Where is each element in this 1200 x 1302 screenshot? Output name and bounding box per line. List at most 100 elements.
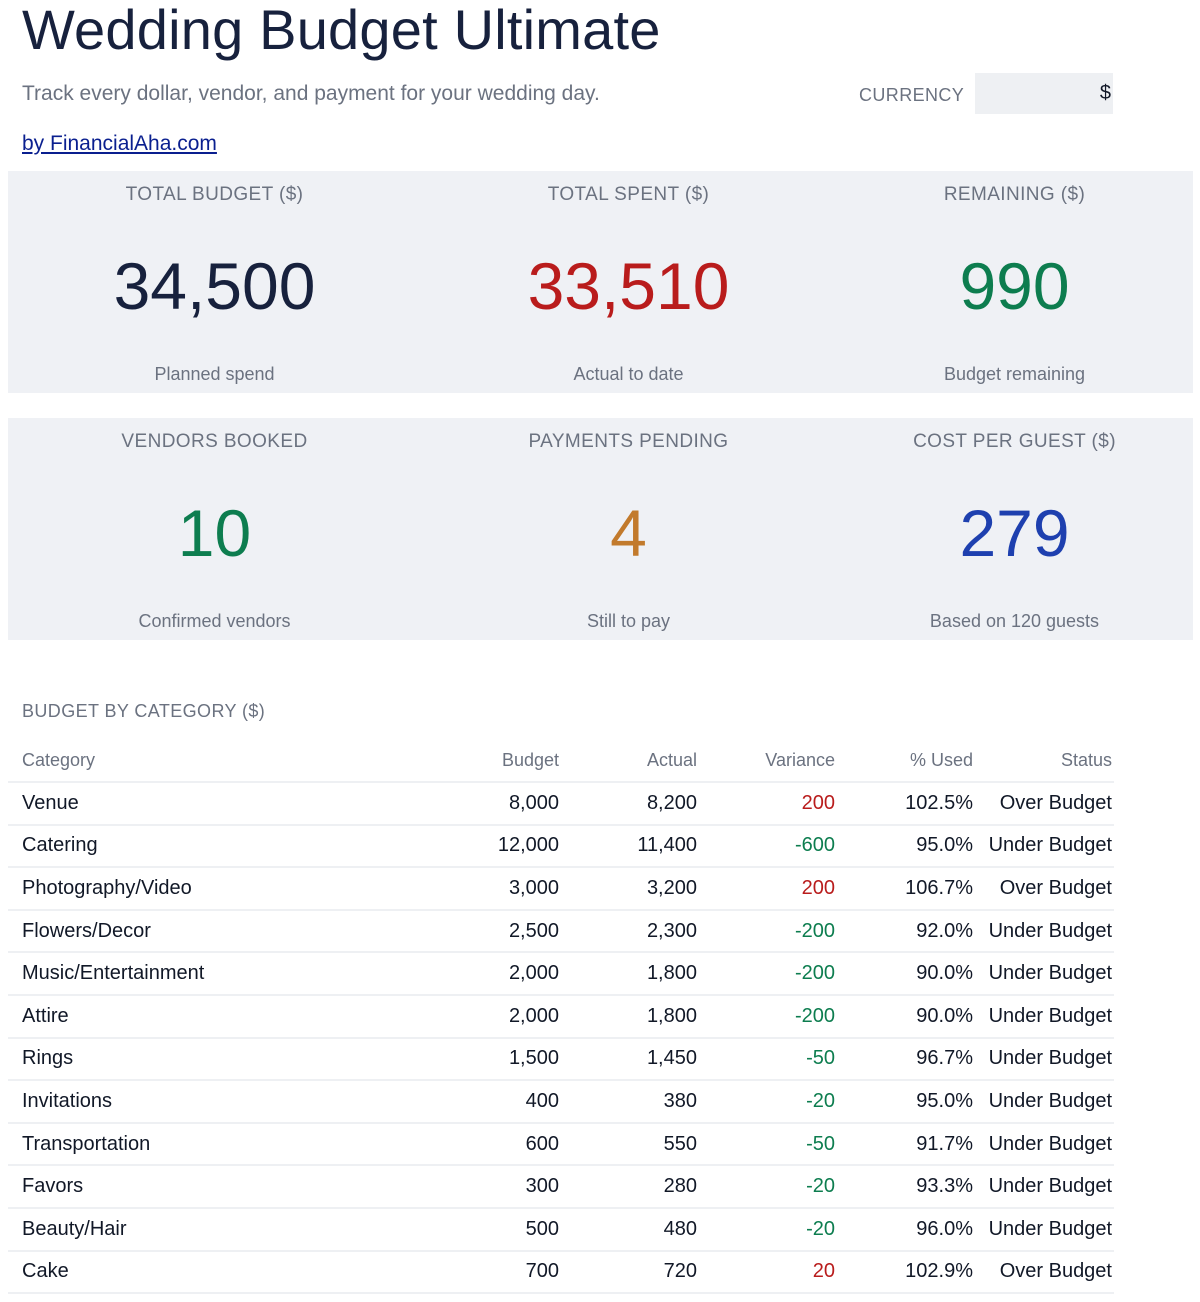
budget-table: Category Budget Actual Variance % Used S…	[8, 739, 1114, 1295]
column-header-category: Category	[8, 739, 428, 783]
pct-used-cell: 95.0%	[835, 1080, 973, 1124]
kpi-band-summary: TOTAL BUDGET ($) 34,500 Planned spend TO…	[8, 171, 1193, 393]
pct-used-cell: 92.0%	[835, 909, 973, 954]
kpi-payments-pending: PAYMENTS PENDING 4 Still to pay	[421, 418, 836, 640]
actual-cell: 2,300	[559, 909, 697, 954]
column-header-actual: Actual	[559, 739, 697, 783]
section-title-budget-by-category: BUDGET BY CATEGORY ($)	[22, 701, 266, 721]
actual-cell: 280	[559, 1165, 697, 1209]
category-cell: Venue	[8, 782, 428, 826]
pct-used-cell: 93.3%	[835, 1165, 973, 1209]
kpi-label: REMAINING ($)	[943, 184, 1086, 205]
table-row: Attire 2,000 1,800 -200 90.0% Under Budget	[8, 994, 1114, 1039]
variance-cell: 200	[697, 782, 835, 826]
actual-cell: 1,800	[559, 994, 697, 1039]
table-body: Venue 8,000 8,200 200 102.5% Over Budget Cater…	[8, 782, 1114, 1295]
category-cell: Flowers/Decor	[8, 909, 428, 954]
variance-cell: 200	[697, 867, 835, 911]
status-cell: Over Budget	[973, 867, 1114, 911]
category-cell: Favors	[8, 1165, 428, 1209]
currency-input[interactable]	[975, 73, 1113, 114]
kpi-label: PAYMENTS PENDING	[528, 431, 729, 452]
pct-used-cell: 91.7%	[835, 1122, 973, 1167]
credit-link[interactable]: by FinancialAha.com	[22, 132, 217, 155]
category-cell: Transportation	[8, 1122, 428, 1167]
kpi-total-budget: TOTAL BUDGET ($) 34,500 Planned spend	[8, 171, 421, 393]
kpi-cost-per-guest: COST PER GUEST ($) 279 Based on 120 gues…	[836, 418, 1193, 640]
budget-cell: 500	[428, 1207, 559, 1252]
status-cell: Under Budget	[973, 952, 1114, 996]
budget-cell: 2,000	[428, 994, 559, 1039]
kpi-label: TOTAL BUDGET ($)	[125, 184, 304, 205]
table-row: Flowers/Decor 2,500 2,300 -200 92.0% Under Bu…	[8, 909, 1114, 954]
kpi-note: Based on 120 guests	[929, 611, 1100, 631]
table-row: Rings 1,500 1,450 -50 96.7% Under Budget	[8, 1037, 1114, 1082]
kpi-note: Budget remaining	[943, 364, 1086, 384]
status-cell: Under Budget	[973, 1037, 1114, 1082]
table-row: Beauty/Hair 500 480 -20 96.0% Under Budget	[8, 1207, 1114, 1252]
pct-used-cell: 102.9%	[835, 1250, 973, 1295]
variance-cell: -20	[697, 1080, 835, 1124]
actual-cell: 720	[559, 1250, 697, 1295]
kpi-remaining: REMAINING ($) 990 Budget remaining	[836, 171, 1193, 393]
variance-cell: -50	[697, 1122, 835, 1167]
actual-cell: 550	[559, 1122, 697, 1167]
status-cell: Under Budget	[973, 1165, 1114, 1209]
status-cell: Over Budget	[973, 1250, 1114, 1295]
page-subtitle: Track every dollar, vendor, and payment …	[22, 82, 600, 105]
table-row: Catering 12,000 11,400 -600 95.0% Under Budge…	[8, 824, 1114, 869]
category-cell: Invitations	[8, 1080, 428, 1124]
table-row: Cake 700 720 20 102.9% Over Budget	[8, 1250, 1114, 1295]
actual-cell: 11,400	[559, 824, 697, 869]
budget-cell: 600	[428, 1122, 559, 1167]
status-cell: Under Budget	[973, 909, 1114, 954]
actual-cell: 1,800	[559, 952, 697, 996]
pct-used-cell: 96.7%	[835, 1037, 973, 1082]
pct-used-cell: 95.0%	[835, 824, 973, 869]
budget-cell: 1,500	[428, 1037, 559, 1082]
pct-used-cell: 90.0%	[835, 952, 973, 996]
budget-cell: 700	[428, 1250, 559, 1295]
column-header-status: Status	[973, 739, 1114, 783]
kpi-value: 4	[610, 496, 647, 570]
category-cell: Rings	[8, 1037, 428, 1082]
kpi-value: 279	[959, 496, 1070, 570]
budget-cell: 300	[428, 1165, 559, 1209]
column-header-pct-used: % Used	[835, 739, 973, 783]
kpi-note: Planned spend	[154, 364, 275, 384]
variance-cell: -20	[697, 1165, 835, 1209]
variance-cell: -600	[697, 824, 835, 869]
kpi-label: TOTAL SPENT ($)	[547, 184, 710, 205]
variance-cell: -200	[697, 952, 835, 996]
status-cell: Under Budget	[973, 994, 1114, 1039]
status-cell: Under Budget	[973, 1080, 1114, 1124]
status-cell: Under Budget	[973, 1122, 1114, 1167]
pct-used-cell: 90.0%	[835, 994, 973, 1039]
pct-used-cell: 106.7%	[835, 867, 973, 911]
actual-cell: 1,450	[559, 1037, 697, 1082]
table-row: Music/Entertainment 2,000 1,800 -200 90.0% Un…	[8, 952, 1114, 996]
variance-cell: 20	[697, 1250, 835, 1295]
kpi-total-spent: TOTAL SPENT ($) 33,510 Actual to date	[421, 171, 836, 393]
budget-cell: 400	[428, 1080, 559, 1124]
table-row: Photography/Video 3,000 3,200 200 106.7% Over…	[8, 867, 1114, 911]
kpi-label: COST PER GUEST ($)	[913, 431, 1116, 452]
status-cell: Under Budget	[973, 824, 1114, 869]
table-row: Invitations 400 380 -20 95.0% Under Budget	[8, 1080, 1114, 1124]
variance-cell: -50	[697, 1037, 835, 1082]
kpi-label: VENDORS BOOKED	[121, 431, 308, 452]
kpi-note: Still to pay	[586, 611, 671, 631]
variance-cell: -20	[697, 1207, 835, 1252]
kpi-vendors-booked: VENDORS BOOKED 10 Confirmed vendors	[8, 418, 421, 640]
pct-used-cell: 96.0%	[835, 1207, 973, 1252]
variance-cell: -200	[697, 994, 835, 1039]
category-cell: Cake	[8, 1250, 428, 1295]
actual-cell: 480	[559, 1207, 697, 1252]
pct-used-cell: 102.5%	[835, 782, 973, 826]
status-cell: Over Budget	[973, 782, 1114, 826]
category-cell: Photography/Video	[8, 867, 428, 911]
variance-cell: -200	[697, 909, 835, 954]
column-header-variance: Variance	[697, 739, 835, 783]
budget-cell: 12,000	[428, 824, 559, 869]
currency-label: CURRENCY	[859, 85, 965, 105]
